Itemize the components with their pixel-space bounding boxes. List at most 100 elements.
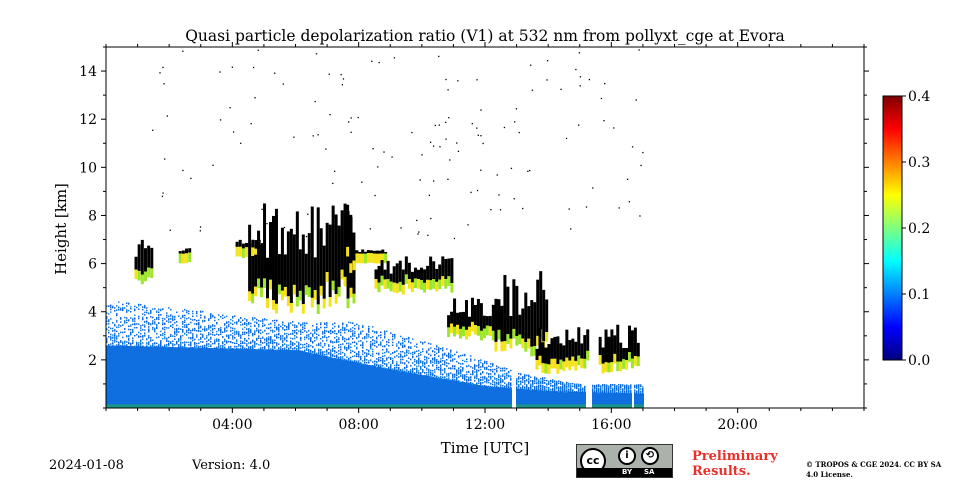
aerosol-speckle [458, 376, 460, 378]
aerosol-speckle [372, 361, 374, 363]
cloud-edge [366, 253, 370, 263]
aerosol-speckle [260, 332, 262, 335]
cloud-segment [485, 316, 489, 326]
cloud-edge [185, 253, 189, 263]
cc-license-badge[interactable]: cc i ⟲ BY SA [576, 444, 673, 478]
pbl-column [638, 393, 640, 408]
aerosol-speckle [420, 368, 422, 371]
aerosol-speckle [344, 358, 346, 361]
aerosol-speckle [462, 377, 464, 380]
aerosol-speckle [316, 352, 318, 355]
noise-dot [257, 49, 259, 51]
cloud-segment [503, 274, 507, 342]
aerosol-speckle [252, 347, 254, 349]
near-ground-band [288, 404, 290, 408]
aerosol-speckle [476, 369, 478, 371]
aerosol-speckle [392, 360, 394, 362]
aerosol-speckle [506, 374, 508, 377]
aerosol-speckle [370, 359, 372, 361]
aerosol-speckle [554, 391, 556, 393]
aerosol-speckle [128, 319, 130, 322]
noise-dot [361, 181, 363, 183]
aerosol-speckle [150, 312, 152, 315]
aerosol-speckle [530, 386, 532, 388]
cloud-edge [328, 297, 332, 307]
aerosol-speckle [160, 314, 162, 316]
noise-dot [432, 145, 435, 147]
aerosol-speckle [236, 342, 238, 345]
aerosol-speckle [384, 360, 386, 362]
aerosol-speckle [432, 364, 434, 366]
noise-dot [340, 74, 342, 76]
aerosol-speckle [300, 347, 302, 349]
aerosol-speckle [642, 393, 644, 395]
aerosol-speckle [202, 319, 204, 322]
aerosol-speckle [160, 330, 162, 333]
noise-dot [377, 166, 379, 168]
pbl-column [486, 386, 488, 408]
aerosol-speckle [138, 335, 140, 338]
near-ground-band [572, 404, 574, 408]
pbl-column [354, 362, 356, 408]
aerosol-speckle [292, 333, 294, 335]
pbl-column [316, 354, 318, 408]
aerosol-speckle [410, 369, 412, 371]
aerosol-speckle [486, 378, 488, 381]
aerosol-speckle [324, 344, 326, 347]
aerosol-speckle [470, 376, 472, 379]
pbl-column [596, 392, 598, 408]
aerosol-speckle [254, 345, 256, 347]
noise-dot [568, 208, 570, 210]
pbl-column [418, 374, 420, 408]
aerosol-speckle [428, 376, 430, 378]
aerosol-speckle [304, 322, 306, 324]
cloud-segment [322, 245, 326, 299]
aerosol-speckle [490, 386, 492, 388]
aerosol-speckle [236, 330, 238, 333]
aerosol-speckle [318, 351, 320, 354]
aerosol-speckle [238, 344, 240, 346]
near-ground-band [328, 404, 330, 408]
aerosol-speckle [354, 332, 356, 335]
aerosol-speckle [292, 324, 294, 326]
aerosol-speckle [594, 385, 596, 388]
aerosol-speckle [228, 346, 230, 348]
noise-dot [600, 97, 603, 100]
aerosol-speckle [134, 308, 136, 311]
cloud-edge [254, 248, 258, 259]
aerosol-speckle [548, 390, 550, 392]
aerosol-speckle [348, 358, 350, 361]
aerosol-speckle [202, 335, 204, 337]
aerosol-speckle [192, 310, 194, 313]
aerosol-speckle [634, 384, 636, 387]
pbl-column [496, 387, 498, 408]
aerosol-speckle [162, 334, 164, 337]
noise-dot [418, 231, 420, 233]
aerosol-speckle [420, 351, 422, 354]
aerosol-speckle [364, 352, 366, 354]
aerosol-speckle [276, 328, 278, 331]
aerosol-speckle [314, 348, 316, 351]
aerosol-speckle [448, 372, 450, 375]
aerosol-speckle [450, 351, 452, 353]
aerosol-speckle [226, 315, 228, 318]
aerosol-speckle [136, 333, 138, 336]
near-ground-band [348, 404, 350, 408]
aerosol-speckle [556, 387, 558, 389]
aerosol-speckle [376, 358, 378, 360]
aerosol-speckle [140, 327, 142, 329]
pbl-column [250, 349, 252, 408]
pbl-column [312, 353, 314, 408]
aerosol-speckle [422, 370, 424, 372]
cloud-edge [515, 335, 519, 346]
aerosol-speckle [254, 340, 256, 343]
aerosol-speckle [600, 385, 602, 387]
pbl-column [342, 359, 344, 408]
aerosol-speckle [146, 320, 148, 323]
cloud-segment [366, 250, 370, 254]
pbl-column [344, 360, 346, 408]
noise-dot [190, 177, 192, 180]
cloud-edge [316, 304, 320, 315]
aerosol-speckle [484, 360, 486, 363]
aerosol-speckle [546, 386, 548, 389]
